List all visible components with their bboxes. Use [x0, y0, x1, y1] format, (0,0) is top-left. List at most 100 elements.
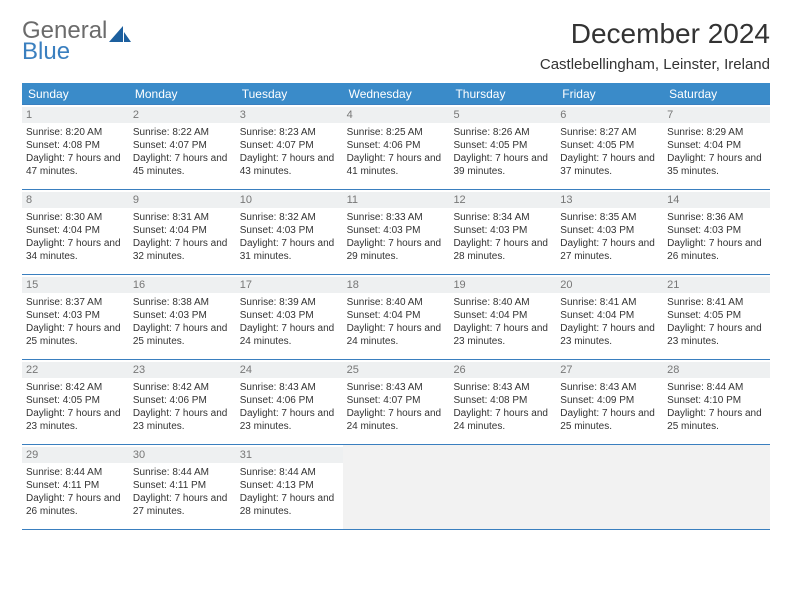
sunset-text: Sunset: 4:03 PM	[667, 224, 766, 237]
sunrise-text: Sunrise: 8:44 AM	[26, 466, 125, 479]
day-cell: 6Sunrise: 8:27 AMSunset: 4:05 PMDaylight…	[556, 105, 663, 189]
page-header: General Blue December 2024 Castlebelling…	[22, 18, 770, 73]
day-number: 13	[556, 192, 663, 208]
day-number: 23	[129, 362, 236, 378]
week-row: 29Sunrise: 8:44 AMSunset: 4:11 PMDayligh…	[22, 444, 770, 530]
day-cell	[663, 445, 770, 529]
day-cell: 19Sunrise: 8:40 AMSunset: 4:04 PMDayligh…	[449, 275, 556, 359]
sunset-text: Sunset: 4:04 PM	[26, 224, 125, 237]
day-cell	[556, 445, 663, 529]
sunset-text: Sunset: 4:03 PM	[240, 224, 339, 237]
sunrise-text: Sunrise: 8:33 AM	[347, 211, 446, 224]
day-cell: 22Sunrise: 8:42 AMSunset: 4:05 PMDayligh…	[22, 360, 129, 444]
sunrise-text: Sunrise: 8:43 AM	[347, 381, 446, 394]
daylight-text: Daylight: 7 hours and 23 minutes.	[560, 322, 659, 348]
daylight-text: Daylight: 7 hours and 25 minutes.	[26, 322, 125, 348]
day-cell: 12Sunrise: 8:34 AMSunset: 4:03 PMDayligh…	[449, 190, 556, 274]
sunset-text: Sunset: 4:03 PM	[560, 224, 659, 237]
week-row: 22Sunrise: 8:42 AMSunset: 4:05 PMDayligh…	[22, 359, 770, 445]
sunrise-text: Sunrise: 8:22 AM	[133, 126, 232, 139]
day-number: 2	[129, 107, 236, 123]
daylight-text: Daylight: 7 hours and 35 minutes.	[667, 152, 766, 178]
sunset-text: Sunset: 4:03 PM	[240, 309, 339, 322]
sunset-text: Sunset: 4:13 PM	[240, 479, 339, 492]
sunrise-text: Sunrise: 8:44 AM	[133, 466, 232, 479]
logo: General Blue	[22, 18, 131, 64]
day-number: 16	[129, 277, 236, 293]
day-number: 3	[236, 107, 343, 123]
sunset-text: Sunset: 4:08 PM	[453, 394, 552, 407]
day-cell: 2Sunrise: 8:22 AMSunset: 4:07 PMDaylight…	[129, 105, 236, 189]
sunrise-text: Sunrise: 8:44 AM	[667, 381, 766, 394]
sunset-text: Sunset: 4:05 PM	[667, 309, 766, 322]
day-cell: 28Sunrise: 8:44 AMSunset: 4:10 PMDayligh…	[663, 360, 770, 444]
sunrise-text: Sunrise: 8:23 AM	[240, 126, 339, 139]
day-header: Tuesday	[236, 83, 343, 105]
day-number: 1	[22, 107, 129, 123]
weeks-container: 1 Sunrise: 8:20 AM Sunset: 4:08 PM Daylight…	[22, 104, 770, 530]
daylight-text: Daylight: 7 hours and 27 minutes.	[560, 237, 659, 263]
sunset-text: Sunset: 4:04 PM	[453, 309, 552, 322]
day-number: 19	[449, 277, 556, 293]
sunset-text: Sunset: 4:04 PM	[667, 139, 766, 152]
daylight-text: Daylight: 7 hours and 23 minutes.	[667, 322, 766, 348]
day-cell: 20Sunrise: 8:41 AMSunset: 4:04 PMDayligh…	[556, 275, 663, 359]
day-header-row: Sunday Monday Tuesday Wednesday Thursday…	[22, 83, 770, 105]
day-header: Wednesday	[343, 83, 450, 105]
sunrise-text: Sunrise: 8:30 AM	[26, 211, 125, 224]
day-number: 31	[236, 447, 343, 463]
day-cell: 30Sunrise: 8:44 AMSunset: 4:11 PMDayligh…	[129, 445, 236, 529]
sunset-text: Sunset: 4:06 PM	[133, 394, 232, 407]
sunset-text: Sunset: 4:05 PM	[560, 139, 659, 152]
calendar: Sunday Monday Tuesday Wednesday Thursday…	[22, 83, 770, 530]
sunset-text: Sunset: 4:05 PM	[26, 394, 125, 407]
day-cell: 23Sunrise: 8:42 AMSunset: 4:06 PMDayligh…	[129, 360, 236, 444]
sunrise-text: Sunrise: 8:41 AM	[667, 296, 766, 309]
daylight-text: Daylight: 7 hours and 43 minutes.	[240, 152, 339, 178]
sunset-text: Sunset: 4:03 PM	[453, 224, 552, 237]
sunset-text: Sunset: 4:03 PM	[133, 309, 232, 322]
sunrise-text: Sunrise: 8:43 AM	[240, 381, 339, 394]
sunset-text: Sunset: 4:04 PM	[560, 309, 659, 322]
day-number: 9	[129, 192, 236, 208]
day-cell: 21 Sunrise: 8:41 AMSunset: 4:05 PMDayligh…	[663, 275, 770, 359]
day-header: Thursday	[449, 83, 556, 105]
daylight-text: Daylight: 7 hours and 23 minutes.	[133, 407, 232, 433]
day-number: 18	[343, 277, 450, 293]
daylight-text: Daylight: 7 hours and 24 minutes.	[347, 407, 446, 433]
day-number: 17	[236, 277, 343, 293]
sunrise-text: Sunrise: 8:20 AM	[26, 126, 125, 139]
daylight-text: Daylight: 7 hours and 25 minutes.	[667, 407, 766, 433]
daylight-text: Daylight: 7 hours and 32 minutes.	[133, 237, 232, 263]
sunrise-text: Sunrise: 8:34 AM	[453, 211, 552, 224]
daylight-text: Daylight: 7 hours and 23 minutes.	[26, 407, 125, 433]
day-number: 10	[236, 192, 343, 208]
daylight-text: Daylight: 7 hours and 39 minutes.	[453, 152, 552, 178]
day-number: 14	[663, 192, 770, 208]
daylight-text: Daylight: 7 hours and 26 minutes.	[667, 237, 766, 263]
day-cell: 11Sunrise: 8:33 AMSunset: 4:03 PMDayligh…	[343, 190, 450, 274]
sunrise-text: Sunrise: 8:40 AM	[453, 296, 552, 309]
day-number: 7	[663, 107, 770, 123]
day-number: 21	[663, 277, 770, 293]
sunset-text: Sunset: 4:04 PM	[133, 224, 232, 237]
logo-text: General Blue	[22, 18, 107, 64]
day-cell: 27Sunrise: 8:43 AMSunset: 4:09 PMDayligh…	[556, 360, 663, 444]
day-cell: 14Sunrise: 8:36 AMSunset: 4:03 PMDayligh…	[663, 190, 770, 274]
day-cell: 16Sunrise: 8:38 AMSunset: 4:03 PMDayligh…	[129, 275, 236, 359]
location-text: Castlebellingham, Leinster, Ireland	[540, 56, 770, 73]
day-cell: 18Sunrise: 8:40 AMSunset: 4:04 PMDayligh…	[343, 275, 450, 359]
sunset-text: Sunset: 4:10 PM	[667, 394, 766, 407]
day-cell: 10Sunrise: 8:32 AMSunset: 4:03 PMDayligh…	[236, 190, 343, 274]
sunrise-text: Sunrise: 8:43 AM	[560, 381, 659, 394]
sunrise-text: Sunrise: 8:38 AM	[133, 296, 232, 309]
sunrise-text: Sunrise: 8:41 AM	[560, 296, 659, 309]
week-row: 1Sunrise: 8:20 AMSunset: 4:08 PMDaylight…	[22, 104, 770, 190]
day-number: 25	[343, 362, 450, 378]
day-cell: 8Sunrise: 8:30 AMSunset: 4:04 PMDaylight…	[22, 190, 129, 274]
day-cell: 24Sunrise: 8:43 AMSunset: 4:06 PMDayligh…	[236, 360, 343, 444]
day-cell: 5Sunrise: 8:26 AMSunset: 4:05 PMDaylight…	[449, 105, 556, 189]
day-number: 4	[343, 107, 450, 123]
day-cell: 17Sunrise: 8:39 AMSunset: 4:03 PMDayligh…	[236, 275, 343, 359]
daylight-text: Daylight: 7 hours and 29 minutes.	[347, 237, 446, 263]
